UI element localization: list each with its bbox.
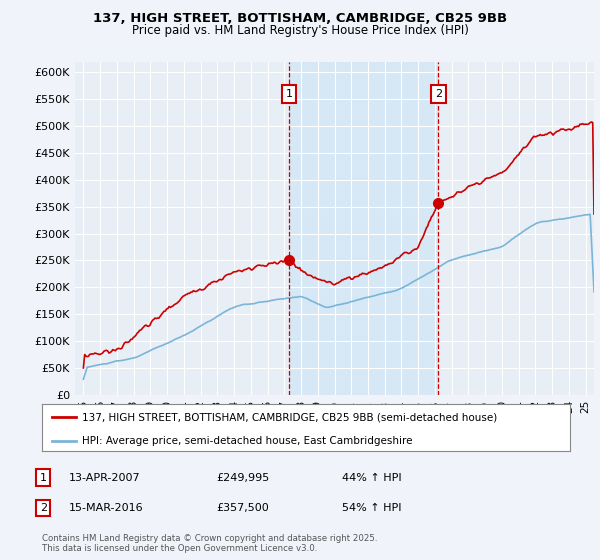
Text: 54% ↑ HPI: 54% ↑ HPI xyxy=(342,503,401,513)
Text: HPI: Average price, semi-detached house, East Cambridgeshire: HPI: Average price, semi-detached house,… xyxy=(82,436,412,446)
Text: £249,995: £249,995 xyxy=(216,473,269,483)
Text: Price paid vs. HM Land Registry's House Price Index (HPI): Price paid vs. HM Land Registry's House … xyxy=(131,24,469,36)
Text: 44% ↑ HPI: 44% ↑ HPI xyxy=(342,473,401,483)
Text: 1: 1 xyxy=(40,473,47,483)
Text: Contains HM Land Registry data © Crown copyright and database right 2025.
This d: Contains HM Land Registry data © Crown c… xyxy=(42,534,377,553)
Text: 15-MAR-2016: 15-MAR-2016 xyxy=(69,503,143,513)
Bar xyxy=(289,62,439,395)
Text: 1: 1 xyxy=(286,89,292,99)
Text: £357,500: £357,500 xyxy=(216,503,269,513)
Text: 137, HIGH STREET, BOTTISHAM, CAMBRIDGE, CB25 9BB (semi-detached house): 137, HIGH STREET, BOTTISHAM, CAMBRIDGE, … xyxy=(82,412,497,422)
Text: 137, HIGH STREET, BOTTISHAM, CAMBRIDGE, CB25 9BB: 137, HIGH STREET, BOTTISHAM, CAMBRIDGE, … xyxy=(93,12,507,25)
Text: 2: 2 xyxy=(40,503,47,513)
Text: 13-APR-2007: 13-APR-2007 xyxy=(69,473,140,483)
Text: 2: 2 xyxy=(435,89,442,99)
